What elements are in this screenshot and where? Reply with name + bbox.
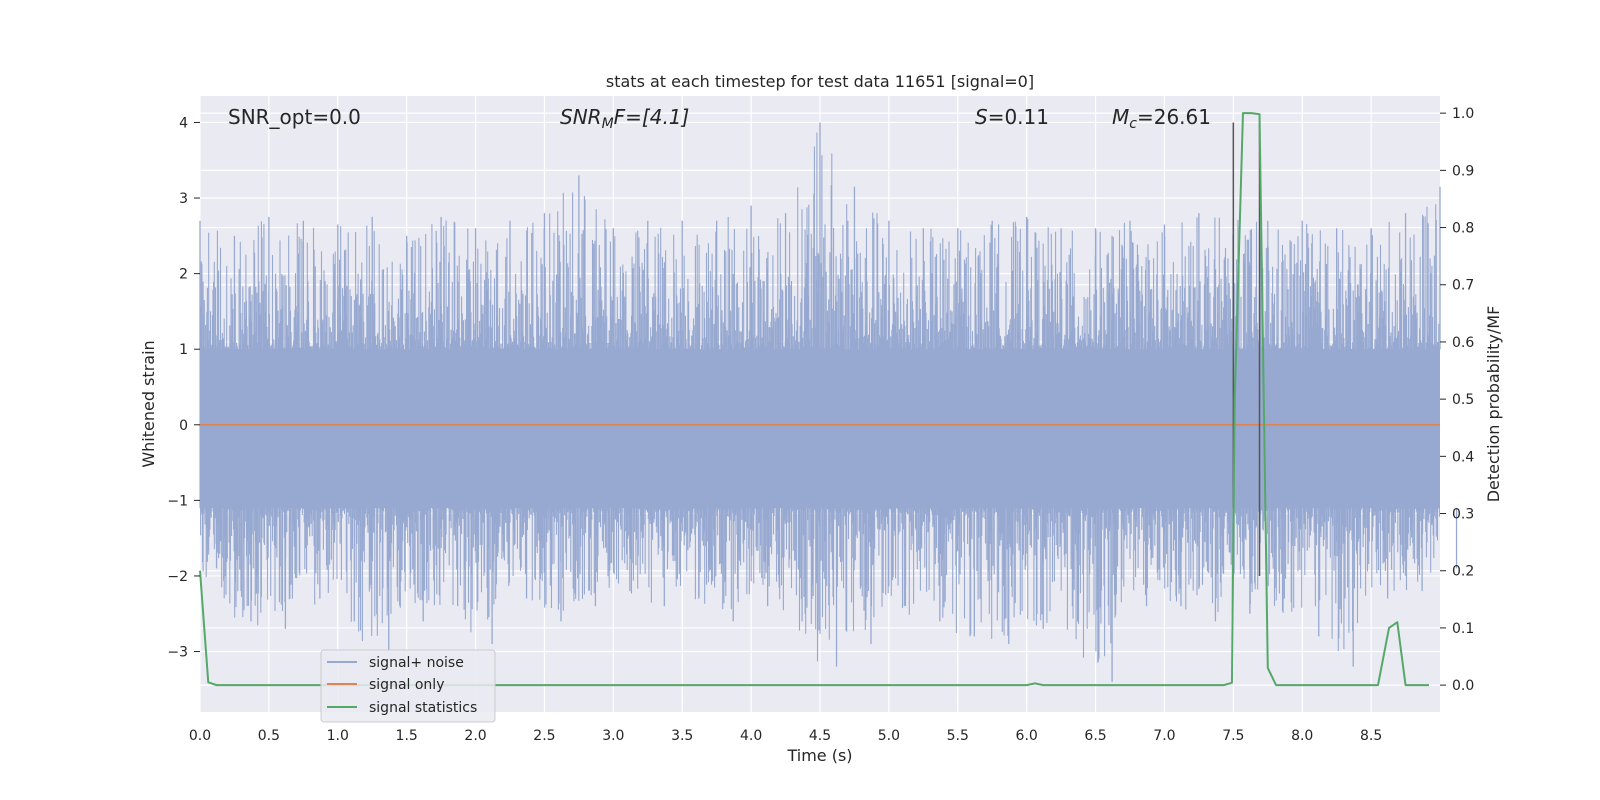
annotation-s: S=0.11 [975,105,1049,129]
y-left-tick-label: 1 [179,342,188,358]
y-right-tick-labels: 0.0 0.1 0.2 0.3 0.4 0.5 0.6 0.7 0.8 0.9 1.0 [1440,106,1474,694]
y-right-tick-label: 0.0 [1452,678,1474,694]
y-left-tick-label: −2 [167,569,188,585]
y-right-tick-label: 0.8 [1452,221,1474,237]
annotation-snr-opt: SNR_opt=0.0 [228,105,361,129]
annotation-snr-mf-sub: M [602,116,614,132]
annotation-snr-mf: SNRMF=[4.1] [560,105,689,132]
x-tick-label: 6.0 [1016,728,1038,744]
x-tick-label: 3.0 [602,728,624,744]
x-tick-label: 0.0 [189,728,211,744]
chart-title: stats at each timestep for test data 116… [606,72,1034,91]
x-tick-label: 2.5 [533,728,555,744]
y-axis-label-right: Detection probability/MF [1484,306,1503,503]
x-axis-label: Time (s) [786,746,852,765]
y-right-tick-label: 0.3 [1452,507,1474,523]
legend: signal+ noise signal only signal statist… [320,649,496,723]
x-tick-label: 2.0 [464,728,486,744]
legend-label-signal-statistics: signal statistics [369,700,477,716]
x-tick-label: 4.5 [809,728,831,744]
y-left-tick-label: 3 [179,191,188,207]
y-left-tick-label: 0 [179,418,188,434]
annotation-snr-mf-main: SNR [560,105,602,129]
annotation-snr-mf-rest-f: F=[4.1] [614,105,690,129]
x-tick-label: 3.5 [671,728,693,744]
y-left-tick-label: −3 [167,645,188,661]
x-tick-label: 1.0 [327,728,349,744]
y-right-tick-label: 0.7 [1452,278,1474,294]
legend-label-signal-noise: signal+ noise [369,655,464,671]
y-right-tick-label: 0.5 [1452,392,1474,408]
annotation-s-var: S [975,105,988,129]
x-tick-label: 5.0 [878,728,900,744]
y-left-tick-label: 4 [179,115,188,131]
x-tick-label: 6.5 [1084,728,1106,744]
annotation-s-value: =0.11 [988,105,1049,129]
legend-label-signal-only: signal only [369,677,444,693]
legend-box [320,649,496,723]
y-right-tick-label: 0.6 [1452,335,1474,351]
annotation-mc: Mc=26.61 [1112,105,1211,132]
x-tick-label: 5.5 [947,728,969,744]
x-tick-label: 0.5 [258,728,280,744]
annotation-mc-sub: c [1129,116,1137,132]
x-tick-label: 4.0 [740,728,762,744]
y-right-tick-label: 0.2 [1452,564,1474,580]
y-right-tick-label: 0.9 [1452,163,1474,179]
annotation-mc-var: M [1112,105,1129,129]
vertical-markers [199,112,1429,687]
signal-noise-spikes [199,132,1440,663]
x-tick-label: 8.0 [1291,728,1313,744]
x-tick-label: 8.5 [1360,728,1382,744]
y-left-tick-labels: −3 −2 −1 0 1 2 3 4 [167,115,200,661]
x-tick-labels: 0.0 0.5 1.0 1.5 2.0 2.5 3.0 3.5 4.0 4.5 5.0 5.5 6.0 6… [189,728,1382,744]
y-left-tick-label: 2 [179,267,188,283]
x-tick-label: 7.5 [1222,728,1244,744]
y-axis-label-left: Whitened strain [139,340,158,467]
y-right-tick-label: 1.0 [1452,106,1474,122]
signal-statistics-line [199,112,1429,687]
x-tick-label: 7.0 [1153,728,1175,744]
annotation-mc-value: =26.61 [1137,105,1211,129]
y-right-tick-label: 0.1 [1452,621,1474,637]
x-tick-label: 1.5 [396,728,418,744]
y-right-tick-label: 0.4 [1452,449,1474,465]
y-left-tick-label: −1 [167,493,188,509]
